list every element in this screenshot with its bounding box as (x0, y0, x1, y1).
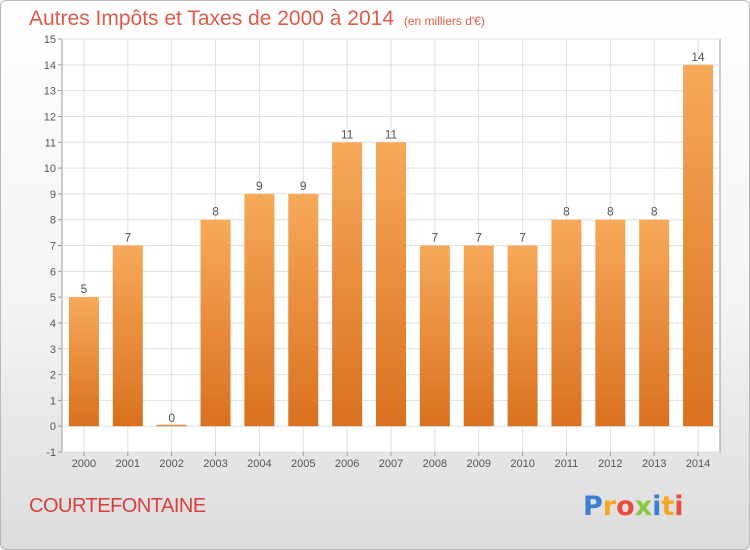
x-tick-label: 2013 (642, 458, 666, 470)
data-label: 8 (651, 205, 658, 219)
bar (419, 245, 450, 427)
y-tick-label: 5 (50, 292, 56, 304)
y-tick-label: 11 (45, 137, 56, 149)
y-tick-label: 1 (50, 395, 56, 407)
logo-letter: i (674, 491, 684, 522)
bar (112, 245, 143, 427)
data-label: 8 (563, 205, 570, 219)
y-tick-label: 3 (50, 344, 56, 356)
bar (288, 193, 319, 427)
bar (376, 142, 406, 427)
x-tick-label: 2005 (291, 458, 315, 470)
bar (200, 219, 231, 427)
bar (156, 424, 187, 427)
x-tick-label: 2014 (686, 458, 710, 470)
data-label: 11 (341, 127, 354, 141)
data-label: 8 (607, 205, 614, 219)
logo-letter: x (634, 491, 653, 522)
y-tick-label: 9 (50, 189, 56, 201)
x-tick-label: 2004 (247, 458, 271, 470)
x-tick-label: 2007 (379, 458, 403, 470)
bar (595, 219, 626, 427)
bar (332, 142, 363, 427)
data-label: 9 (256, 179, 263, 193)
y-tick-label: 15 (44, 34, 56, 46)
x-tick-label: 2010 (510, 458, 534, 470)
chart-unit: (en milliers d'€) (403, 14, 485, 28)
x-tick-label: 2011 (555, 458, 579, 470)
bar (551, 219, 582, 427)
bar (639, 219, 670, 427)
data-label: 7 (475, 231, 482, 245)
y-tick-label: 14 (44, 60, 56, 72)
data-label: 7 (519, 231, 526, 245)
data-label: 5 (81, 282, 88, 296)
x-tick-label: 2003 (203, 458, 227, 470)
chart-title-text: Autres Impôts et Taxes de 2000 à 2014 (29, 7, 395, 30)
bar (683, 64, 714, 427)
y-tick-label: 6 (50, 266, 56, 278)
logo-letter: o (616, 491, 635, 522)
logo-letter: r (602, 491, 617, 522)
data-label: 11 (385, 127, 398, 141)
logo-letter: P (583, 491, 603, 522)
y-tick-label: 8 (50, 215, 56, 227)
proxiti-logo: Proxiti (583, 491, 684, 522)
data-label: 14 (691, 50, 705, 64)
y-tick-label: 0 (50, 421, 56, 433)
bar (507, 245, 538, 427)
x-tick-label: 2000 (72, 458, 96, 470)
logo-letter: i (652, 491, 662, 522)
bar (463, 245, 494, 427)
y-tick-label: 13 (44, 86, 56, 98)
label-layer: -101234567891011121314152000520017200202… (44, 34, 711, 470)
y-tick-label: 4 (50, 318, 56, 330)
y-tick-label: 12 (44, 111, 56, 123)
data-label: 8 (212, 205, 219, 219)
x-tick-label: 2008 (423, 458, 447, 470)
x-tick-label: 2002 (159, 458, 183, 470)
y-tick-label: -1 (46, 447, 56, 459)
x-tick-label: 2006 (335, 458, 359, 470)
y-tick-label: 7 (50, 241, 56, 253)
data-label: 7 (124, 231, 131, 245)
x-tick-label: 2001 (116, 458, 140, 470)
chart-title: Autres Impôts et Taxes de 2000 à 2014 (e… (29, 7, 485, 31)
x-tick-label: 2012 (598, 458, 622, 470)
logo-letter: t (661, 491, 675, 522)
data-label: 9 (300, 179, 307, 193)
commune-name: COURTEFONTAINE (29, 495, 206, 517)
data-label: 7 (432, 231, 439, 245)
bar (68, 297, 99, 427)
bar (244, 193, 275, 427)
y-tick-label: 10 (44, 163, 56, 175)
y-tick-label: 2 (50, 370, 56, 382)
bar-layer (68, 64, 714, 427)
x-tick-label: 2009 (466, 458, 490, 470)
data-label: 0 (168, 411, 175, 425)
